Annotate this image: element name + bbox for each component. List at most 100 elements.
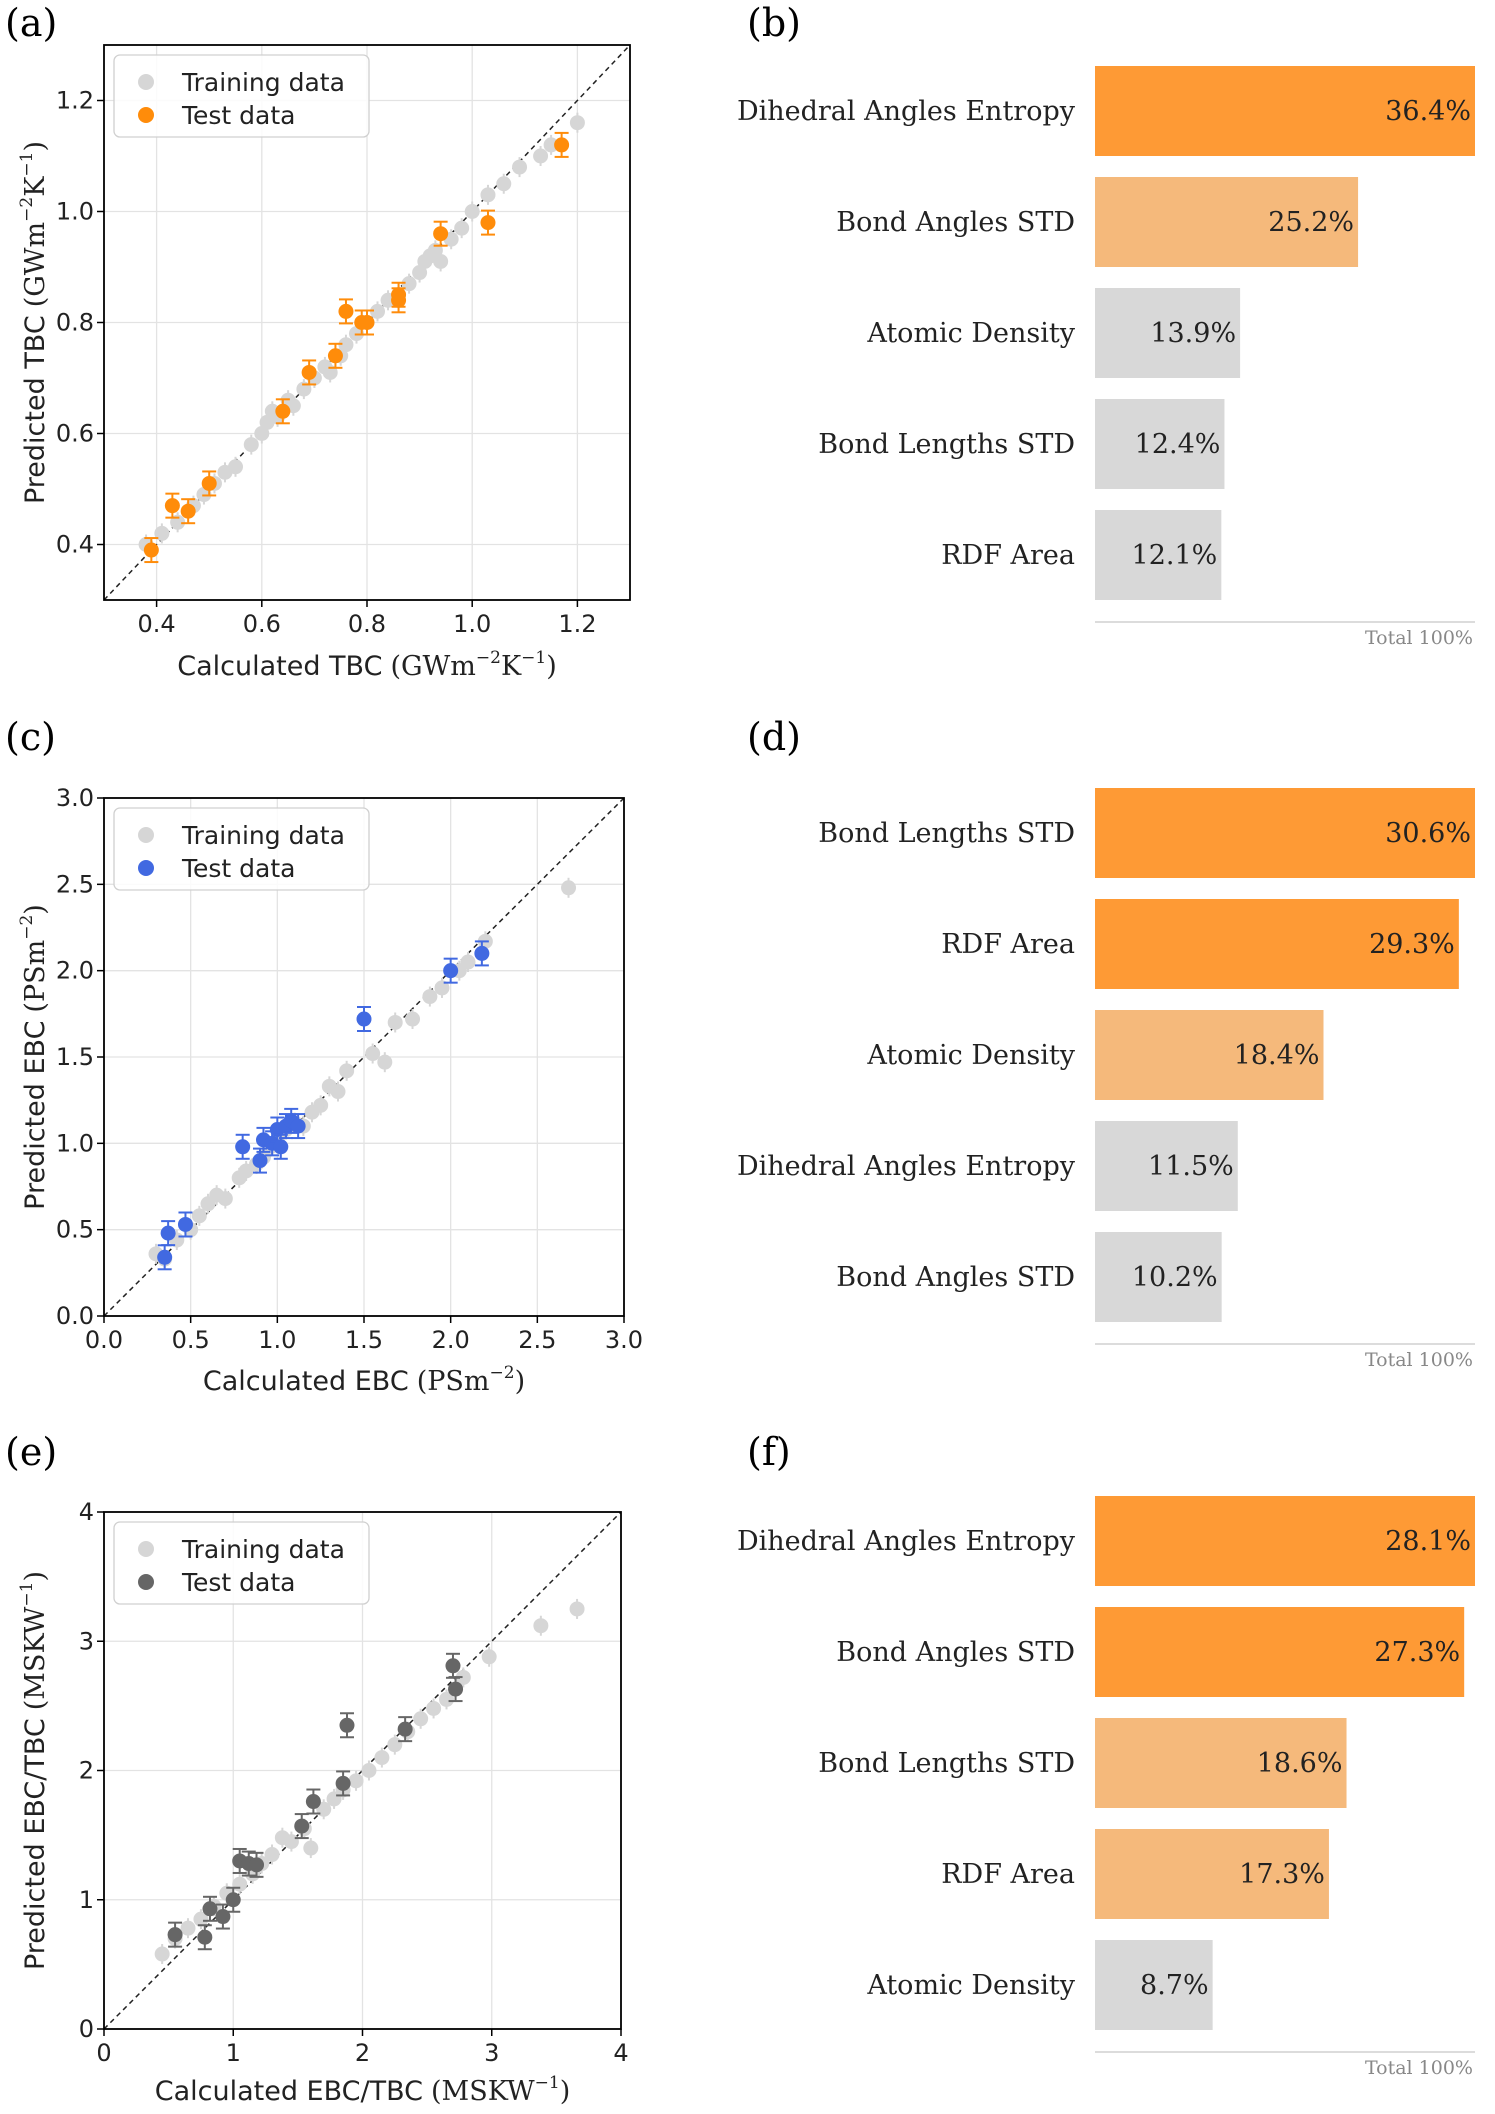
bar-category-label: Atomic Density	[866, 1970, 1075, 2001]
y-axis-label: Predicted TBC (GWm−2K−1)	[17, 141, 51, 504]
panel-e: (e) 0 1 2 3 4 0 1 2 3 4 Training data Test data Calcu…	[5, 1430, 629, 2107]
test-point	[235, 1139, 251, 1155]
bar	[1095, 66, 1475, 156]
x-tick-label: 4	[613, 2039, 628, 2067]
test-point	[327, 348, 343, 364]
bar-value-label: 8.7%	[1140, 1970, 1209, 2001]
x-tick-label: 0.5	[172, 1326, 210, 1354]
training-point	[365, 1046, 381, 1062]
training-point	[480, 187, 496, 203]
legend: Training data Test data	[113, 1521, 370, 1605]
bar-value-label: 10.2%	[1132, 1262, 1218, 1293]
parity-line	[103, 1511, 622, 2030]
y-tick-label: 1	[79, 1886, 94, 1914]
x-axis-label-mid: K	[501, 651, 522, 682]
legend-box	[113, 54, 370, 138]
test-point	[448, 1681, 464, 1697]
y-tick-label: 0.4	[56, 531, 94, 559]
test-point	[225, 1892, 241, 1908]
bar-value-label: 29.3%	[1369, 929, 1455, 960]
test-point	[433, 226, 449, 242]
bar-value-label: 27.3%	[1374, 1637, 1460, 1668]
y-axis-label-close: )	[20, 904, 51, 915]
x-axis-label-unit: (PSm	[417, 1366, 490, 1397]
legend-box	[113, 1521, 370, 1605]
x-tick-label: 1.0	[258, 1326, 296, 1354]
test-point	[294, 1818, 310, 1834]
training-point	[232, 1876, 248, 1892]
training-point	[370, 303, 386, 319]
test-point	[305, 1794, 321, 1810]
bar-category-label: Dihedral Angles Entropy	[737, 96, 1076, 127]
training-point	[374, 1750, 390, 1766]
bar-category-label: RDF Area	[941, 929, 1075, 960]
panel-label: (b)	[747, 1, 801, 45]
bar-value-label: 12.1%	[1132, 540, 1218, 571]
legend-label-training: Training data	[181, 68, 345, 97]
y-axis-label-sup: −2	[17, 197, 37, 222]
bar-value-label: 18.6%	[1257, 1748, 1343, 1779]
x-tick-label: 2.0	[432, 1326, 470, 1354]
training-point	[264, 1847, 280, 1863]
training-point	[348, 1773, 364, 1789]
legend: Training data Test data	[113, 807, 370, 891]
training-point	[387, 1737, 403, 1753]
test-point	[356, 1011, 372, 1027]
bar	[1095, 177, 1359, 267]
test-point	[177, 1216, 193, 1232]
training-point	[361, 1763, 377, 1778]
x-tick-label: 1	[226, 2039, 241, 2067]
test-point	[202, 1901, 218, 1917]
training-point	[217, 1191, 233, 1207]
bar-category-label: Bond Lengths STD	[818, 1748, 1075, 1779]
test-point	[164, 498, 180, 514]
training-point	[412, 265, 428, 281]
x-tick-label: 3.0	[605, 1326, 643, 1354]
legend-marker-training	[138, 827, 154, 843]
training-point	[433, 253, 449, 269]
test-point	[201, 475, 217, 491]
y-axis-label-sup: −1	[17, 152, 37, 177]
bar-category-label: Bond Lengths STD	[818, 818, 1075, 849]
bar	[1095, 1718, 1347, 1808]
y-tick-label: 0.5	[56, 1216, 94, 1244]
bar-category-label: Bond Lengths STD	[818, 429, 1075, 460]
test-point	[339, 1717, 355, 1733]
training-point	[439, 1691, 455, 1707]
x-axis-label-close: )	[515, 1366, 526, 1397]
training-point	[569, 1601, 585, 1617]
training-point	[191, 1208, 207, 1224]
bar	[1095, 899, 1459, 989]
legend-label-training: Training data	[181, 1535, 345, 1564]
panel-d: (d) Bond Lengths STD 30.6% RDF Area 29.3% Ato…	[737, 715, 1475, 1371]
bar	[1095, 788, 1475, 878]
x-axis-label-main: Calculated EBC	[203, 1366, 409, 1397]
y-axis-label-unit: (PSm	[20, 940, 51, 1013]
y-tick-label: 2.0	[56, 957, 94, 985]
panel-label: (f)	[747, 1430, 791, 1474]
bar	[1095, 1829, 1329, 1919]
panel-b: (b) Dihedral Angles Entropy 36.4% Bond Angl…	[737, 1, 1475, 649]
test-point	[480, 215, 496, 231]
x-axis-label-main: Calculated EBC/TBC	[155, 2076, 423, 2107]
y-axis-label-close: )	[20, 141, 51, 152]
x-axis-label-unit: (MSKW	[431, 2076, 535, 2107]
y-tick-label: 2.5	[56, 870, 94, 898]
training-point	[434, 980, 450, 996]
panel-a: (a) 0.4 0.6 0.8 1.0 1.2 0.4 0.6 0.8 1.0 1.2 Trainin…	[5, 1, 631, 682]
bar-category-label: Atomic Density	[866, 1040, 1075, 1071]
test-point	[301, 364, 317, 380]
y-axis-label-sup: −1	[17, 1582, 37, 1607]
training-point	[330, 1084, 346, 1100]
training-point	[569, 115, 585, 131]
panel-c: (c) 0.0 0.5 1.0 1.5 2.0 2.5 3.0 0.0 0.5 1.0 1.5 2.0 2…	[5, 715, 643, 1397]
test-point	[474, 945, 490, 961]
x-tick-label: 1.2	[558, 610, 596, 638]
bar	[1095, 1940, 1213, 2030]
bar-category-label: Bond Angles STD	[836, 207, 1075, 238]
bar-category-label: Dihedral Angles Entropy	[737, 1151, 1076, 1182]
x-tick-label: 0.4	[138, 610, 176, 638]
bar-category-label: Bond Angles STD	[836, 1637, 1075, 1668]
y-tick-label: 4	[79, 1498, 94, 1526]
